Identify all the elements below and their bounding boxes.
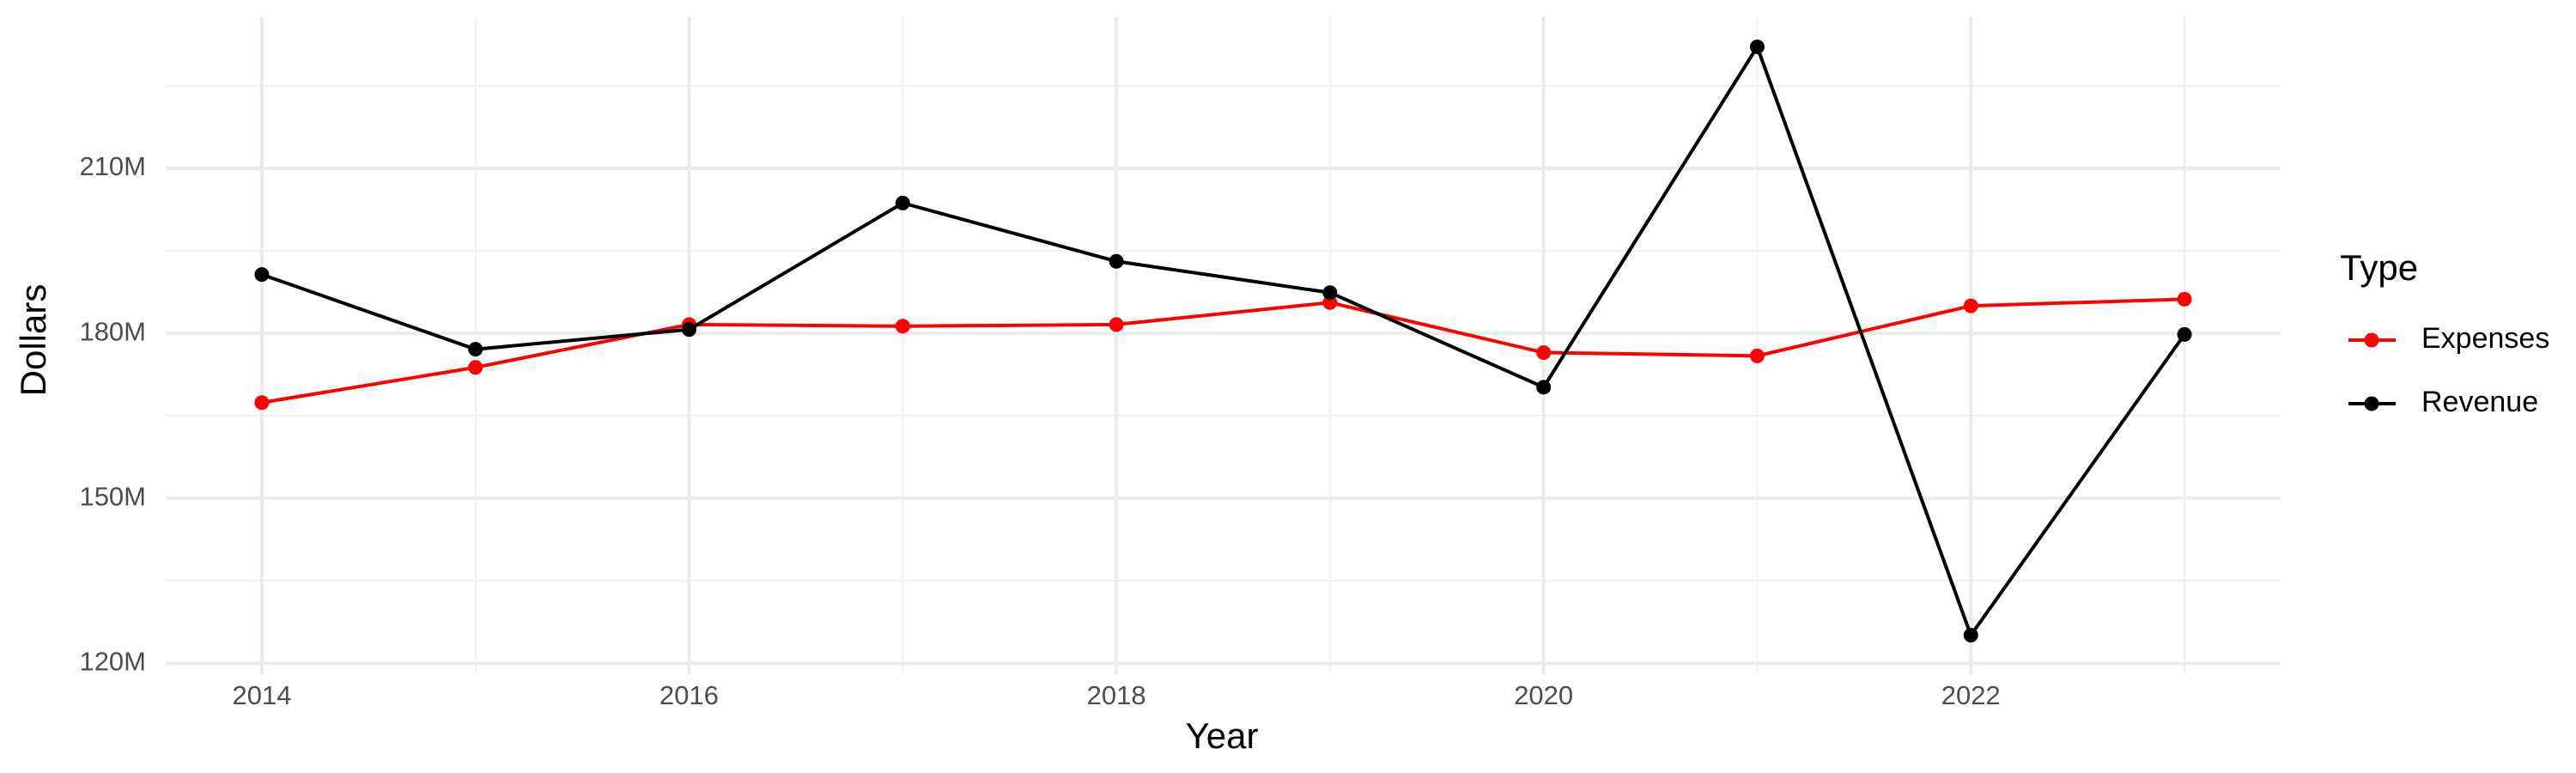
- data-point: [1749, 40, 1765, 55]
- legend-key-point: [2364, 396, 2379, 411]
- x-tick-label: 2022: [1941, 680, 2001, 710]
- data-point: [895, 319, 910, 334]
- data-point: [2177, 326, 2192, 342]
- x-tick-label: 2014: [232, 680, 291, 710]
- legend-key-point: [2364, 332, 2379, 348]
- data-point: [1536, 380, 1552, 395]
- legend-label: Expenses: [2421, 322, 2549, 355]
- y-tick-label: 180M: [79, 316, 146, 346]
- data-point: [682, 322, 697, 338]
- data-point: [1963, 298, 1978, 313]
- series-line: [261, 43, 2186, 639]
- x-tick-label: 2018: [1087, 680, 1146, 710]
- legend-label: Revenue: [2421, 386, 2538, 418]
- x-tick-label: 2020: [1514, 680, 1573, 710]
- data-point: [1322, 285, 1338, 301]
- data-point: [468, 342, 483, 357]
- data-point: [1536, 345, 1552, 361]
- data-point: [2177, 291, 2192, 307]
- data-point: [254, 267, 270, 283]
- x-axis-title: Year: [1186, 715, 1259, 756]
- legend-title: Type: [2340, 247, 2418, 288]
- data-point: [1109, 317, 1124, 332]
- data-point: [254, 395, 270, 411]
- y-tick-label: 120M: [79, 646, 146, 676]
- series-line: [261, 297, 2185, 405]
- data-point: [1109, 253, 1124, 269]
- x-tick-label: 2016: [659, 680, 719, 710]
- data-point: [1749, 348, 1765, 363]
- data-point: [895, 195, 910, 210]
- y-tick-label: 210M: [79, 151, 146, 181]
- data-point: [468, 360, 483, 375]
- y-tick-label: 150M: [79, 481, 146, 511]
- data-point: [1963, 628, 1978, 643]
- y-axis-title: Dollars: [13, 284, 53, 397]
